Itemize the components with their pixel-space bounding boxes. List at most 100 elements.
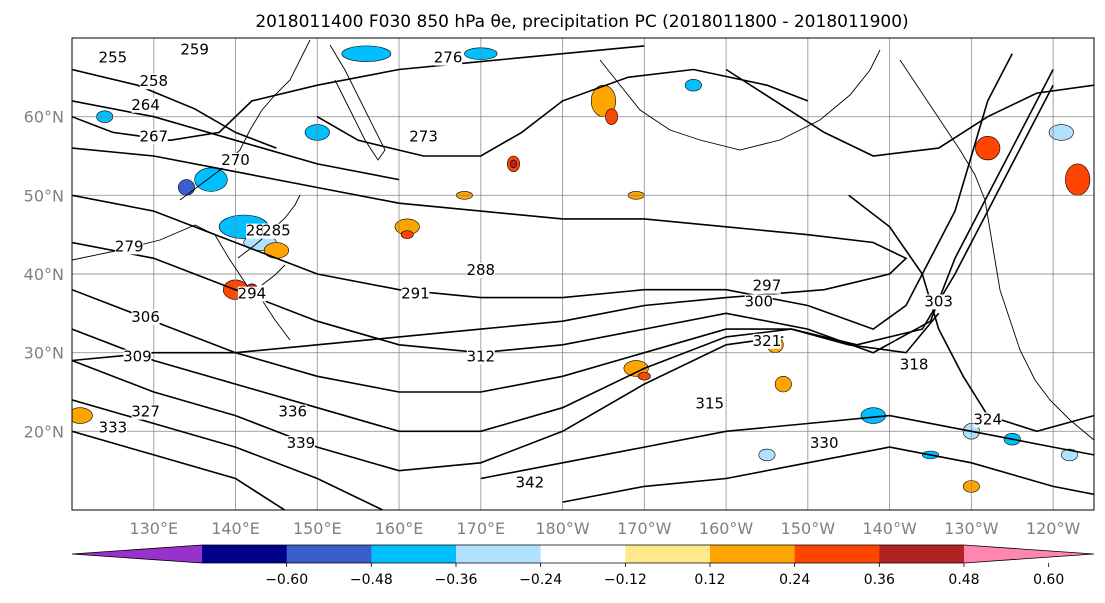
x-tick-label: 180°W: [535, 519, 590, 538]
contour-label: 327: [131, 403, 160, 421]
x-tick-label: 150°W: [781, 519, 836, 538]
contour-label: 300: [744, 292, 773, 310]
y-tick-labels: 20°N 30°N 40°N 50°N 60°N: [24, 108, 64, 442]
colorbar-bin: [456, 545, 542, 563]
contour-label: 276: [434, 49, 463, 67]
contour-label: 285: [262, 222, 291, 240]
contour-label: 315: [695, 395, 724, 413]
contour-label-bg: [98, 50, 127, 66]
contour-label: 288: [466, 261, 495, 279]
contour-label: 264: [131, 96, 160, 114]
theta-e-contours: 255 2592582642672702732762792822852882912…: [72, 41, 1094, 510]
contour-label: 336: [278, 403, 307, 421]
contour-label-bg: [123, 349, 152, 365]
contour-label-bg: [752, 333, 781, 349]
contour-label-bg: [466, 263, 495, 278]
precip-pc-patch: [194, 167, 228, 192]
colorbar-tick-label: −0.48: [350, 572, 393, 588]
contour-label: 279: [115, 237, 144, 255]
theta-e-contour-line: [725, 68, 1094, 157]
contour-label: 258: [139, 72, 168, 90]
theta-e-contour-line: [72, 68, 277, 149]
contour-label-bg: [221, 152, 250, 168]
contour-label-bg: [434, 50, 463, 66]
theta-e-contour-line: [562, 446, 1094, 503]
theta-e-contour-line: [480, 414, 1094, 480]
contour-label-bg: [278, 404, 307, 420]
contour-label: 294: [238, 285, 267, 303]
contour-label-bg: [401, 286, 430, 302]
precip-pc-patch: [72, 407, 93, 424]
contour-label-bg: [131, 310, 160, 326]
x-tick-label: 130°W: [944, 519, 999, 538]
precip-pc-patch: [774, 375, 792, 393]
colorbar-tick-label: 0.48: [948, 572, 979, 588]
colorbar-bin: [625, 545, 711, 563]
colorbar-tick-label: 0.60: [1033, 572, 1064, 588]
x-tick-label: 120°W: [1026, 519, 1081, 538]
contour-label: 297: [753, 277, 782, 295]
colorbar-bin: [710, 545, 796, 563]
colorbar-tick-label: −0.12: [604, 572, 647, 588]
contour-label-bg: [924, 294, 953, 310]
precip-pc-patch: [1060, 448, 1078, 462]
contour-label-bg: [131, 404, 160, 420]
contour-label: 259: [180, 41, 209, 59]
colorbar-bin: [371, 545, 457, 563]
theta-e-contour-line: [72, 84, 1054, 393]
contour-label: 273: [409, 127, 438, 145]
contour-label-bg: [262, 223, 291, 239]
x-tick-label: 140°E: [211, 519, 260, 538]
contour-label-bg: [115, 239, 144, 255]
contour-label: 303: [924, 292, 953, 310]
theta-e-contour-line: [316, 68, 809, 157]
theta-e-contour-line: [72, 336, 784, 472]
theta-e-contour-line: [72, 100, 400, 181]
contour-label-bg: [237, 286, 266, 302]
theta-e-contour-line: [72, 430, 286, 510]
precip-pc-patch: [509, 159, 518, 169]
colorbar-bin: [794, 545, 880, 563]
theta-e-contour-line: [72, 147, 908, 362]
precip-pc-patch: [975, 136, 1001, 161]
colorbar-tick-label: −0.36: [435, 572, 478, 588]
y-tick-label: 60°N: [24, 108, 64, 127]
colorbar-bin: [879, 545, 965, 563]
contour-label: 321: [753, 332, 782, 350]
coastline-kamchatka: [329, 44, 386, 161]
colorbar-bin: [540, 545, 626, 563]
contour-label-bg: [139, 74, 168, 90]
contour-label-bg: [515, 475, 544, 491]
colorbar-tick-label: 0.24: [779, 572, 810, 588]
contour-label: 342: [516, 473, 545, 491]
contour-label: 270: [221, 151, 250, 169]
contour-label: 309: [123, 348, 152, 366]
y-tick-label: 20°N: [24, 422, 64, 441]
contour-label-bg: [180, 42, 209, 58]
contour-label: 312: [466, 348, 495, 366]
contour-label-bg: [131, 97, 160, 113]
contour-label-bg: [466, 349, 495, 365]
x-tick-label: 160°W: [699, 519, 754, 538]
contour-label-bg: [286, 436, 315, 452]
colorbar-tick-label: 0.36: [864, 572, 895, 588]
chart-title: 2018011400 F030 850 hPa θe, precipitatio…: [255, 12, 908, 32]
contour-label: 255: [99, 49, 128, 67]
contour-label: 318: [900, 355, 929, 373]
contour-label: 267: [139, 127, 168, 145]
theta-e-contour-line: [848, 194, 1094, 433]
contour-label: 324: [973, 410, 1002, 428]
x-tick-label: 170°E: [456, 519, 505, 538]
colorbar-under-extension: [72, 545, 202, 563]
precip-pc-patch: [758, 448, 776, 462]
colorbar: −0.60 −0.48 −0.36 −0.24 −0.12 0.12 0.24 0.36 0.4…: [71, 544, 1095, 588]
colorbar-tick-label: −0.24: [519, 572, 562, 588]
y-tick-label: 30°N: [24, 344, 64, 363]
x-tick-labels: 130°E 140°E 150°E 160°E 170°E 180°W 170°W 160°W…: [129, 519, 1080, 538]
theta-e-contour-line: [72, 69, 1054, 354]
contour-label-bg: [409, 129, 438, 145]
contour-label: 291: [401, 285, 430, 303]
colorbar-tick-label: −0.60: [265, 572, 308, 588]
contour-label-bg: [744, 294, 773, 310]
colorbar-over-extension: [964, 545, 1094, 563]
